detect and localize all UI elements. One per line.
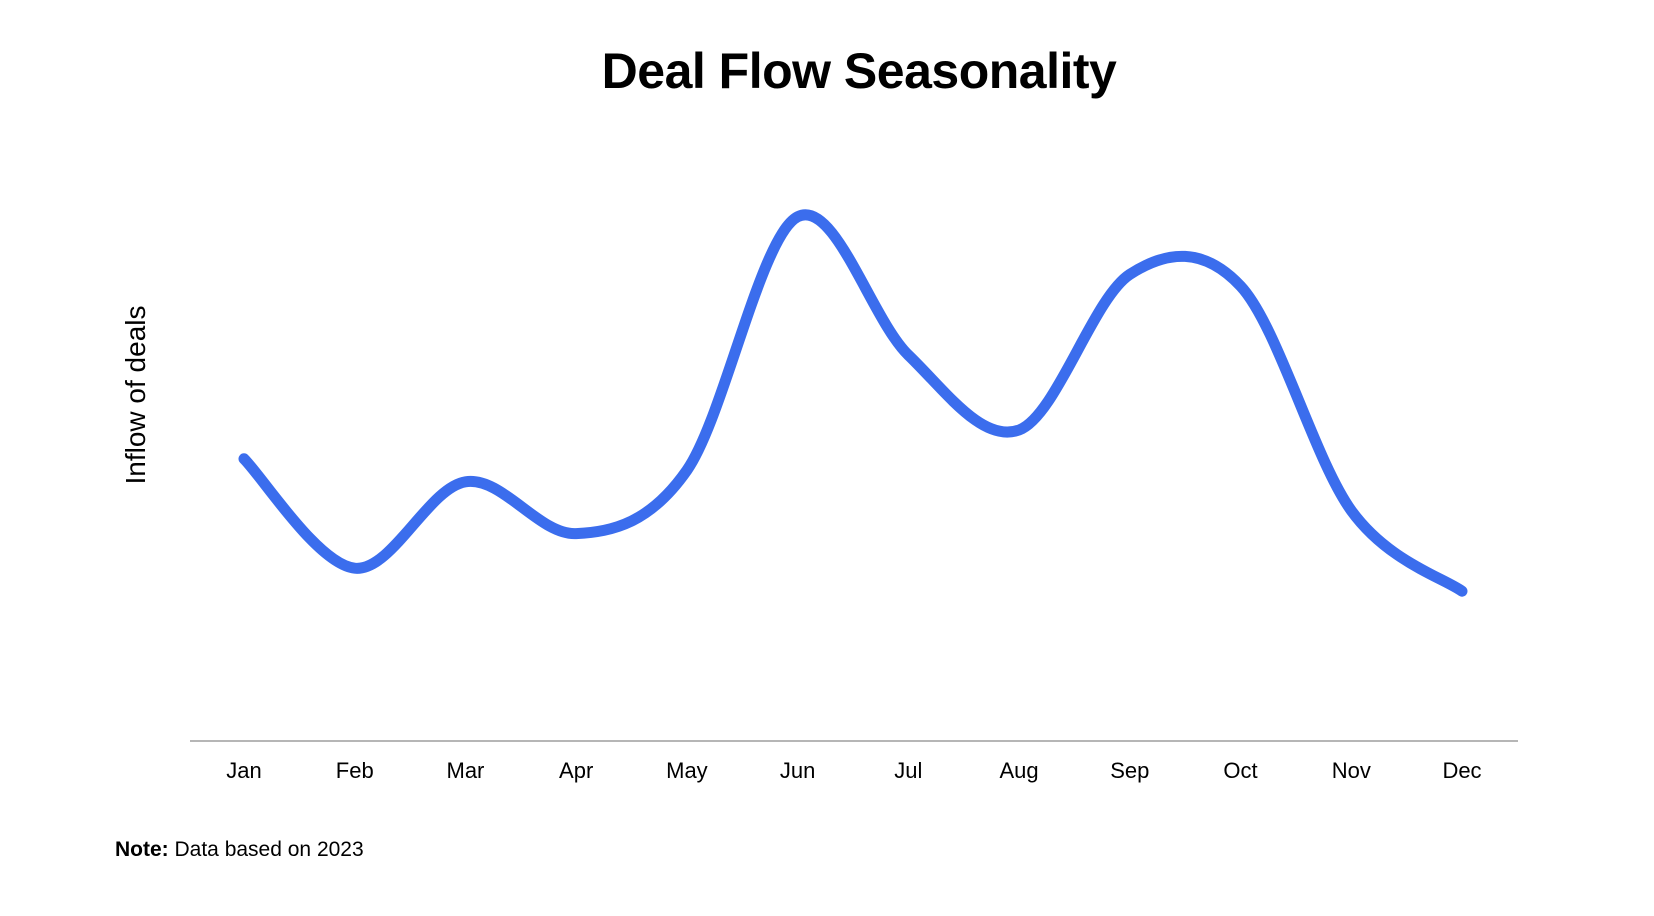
note-text: Data based on 2023 [168, 838, 364, 861]
x-tick-label-apr: Apr [559, 758, 593, 783]
x-tick-labels: Jan Feb Mar Apr May Jun Jul Aug Sep Oct Nov Dec [226, 758, 1481, 783]
x-tick-label-oct: Oct [1223, 758, 1257, 783]
x-tick-label-jan: Jan [226, 758, 261, 783]
note-label: Note: [115, 838, 169, 861]
y-axis-label: Inflow of deals [120, 305, 151, 485]
x-tick-label-dec: Dec [1442, 758, 1481, 783]
x-tick-label-jul: Jul [894, 758, 922, 783]
x-tick-label-nov: Nov [1332, 758, 1371, 783]
x-tick-label-aug: Aug [1000, 758, 1039, 783]
x-tick-label-feb: Feb [336, 758, 374, 783]
x-tick-label-jun: Jun [780, 758, 815, 783]
x-tick-label-mar: Mar [447, 758, 485, 783]
series-line [238, 209, 1468, 597]
footnote: Note: Data based on 2023 [115, 838, 364, 862]
chart-title: Deal Flow Seasonality [601, 43, 1117, 99]
x-tick-label-may: May [666, 758, 708, 783]
x-tick-label-sep: Sep [1110, 758, 1149, 783]
